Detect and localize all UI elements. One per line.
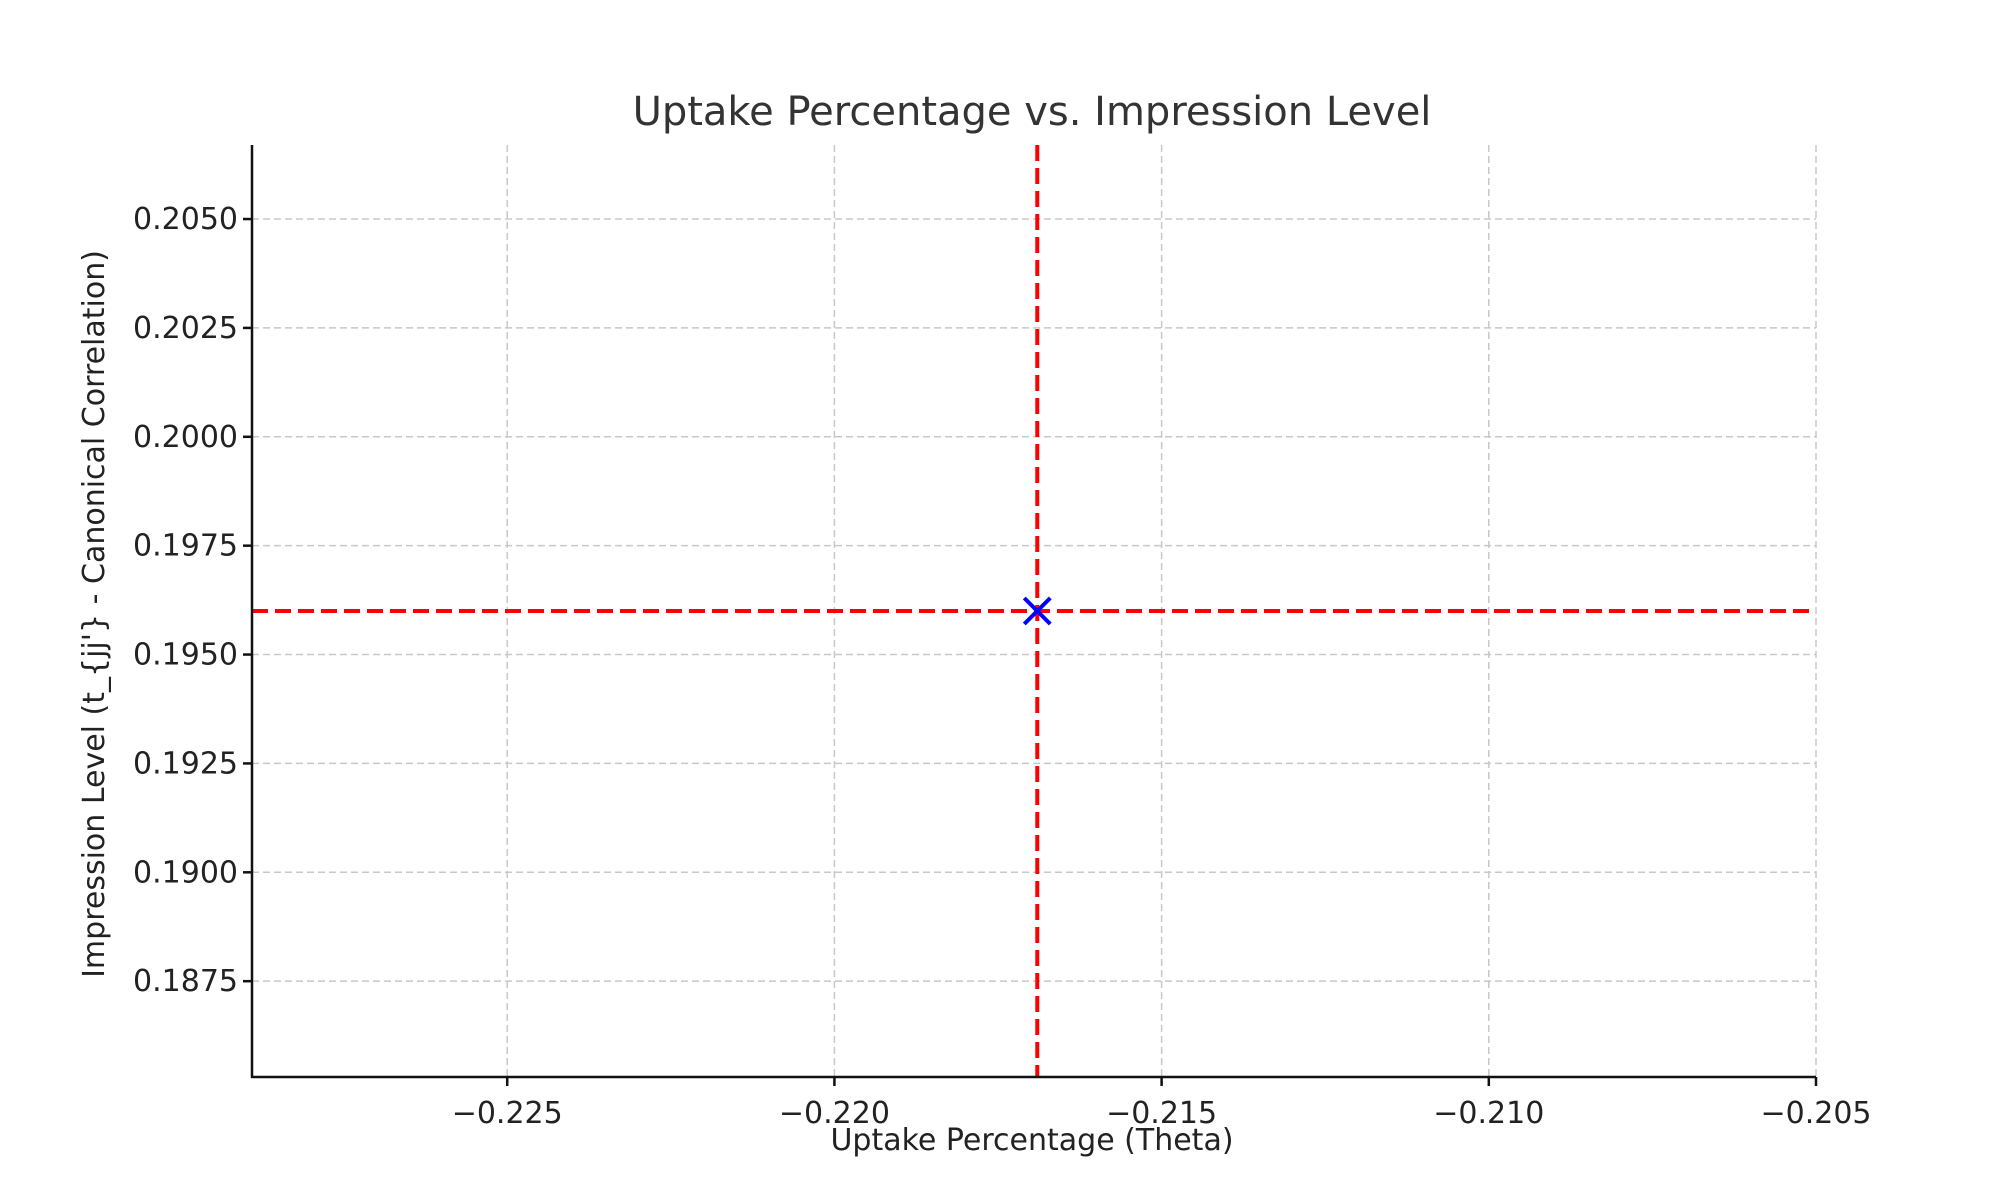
data-point xyxy=(1022,596,1052,626)
y-tick-label: 0.1950 xyxy=(133,638,238,673)
reference-lines xyxy=(252,145,1816,1077)
y-tick-label: 0.1925 xyxy=(133,746,238,781)
x-tick-label: −0.220 xyxy=(779,1096,890,1131)
data-point-stroke xyxy=(1022,596,1052,626)
x-tick-label: −0.215 xyxy=(1106,1096,1217,1131)
axes xyxy=(243,145,1818,1086)
x-tick-label: −0.225 xyxy=(452,1096,563,1131)
x-tick-label: −0.210 xyxy=(1433,1096,1544,1131)
y-tick-label: 0.2025 xyxy=(133,311,238,346)
x-axis-label: Uptake Percentage (Theta) xyxy=(830,1123,1233,1158)
y-tick-label: 0.1900 xyxy=(133,855,238,890)
y-tick-label: 0.2000 xyxy=(133,420,238,455)
y-tick-label: 0.2050 xyxy=(133,202,238,237)
chart-title: Uptake Percentage vs. Impression Level xyxy=(633,89,1432,135)
y-tick-label: 0.1975 xyxy=(133,529,238,564)
data-points xyxy=(1022,596,1052,626)
x-tick-label: −0.205 xyxy=(1760,1096,1871,1131)
grid-layer xyxy=(252,145,1817,1077)
tick-labels: −0.225 −0.220 −0.215 −0.210 −0.205 0.1875 0.19… xyxy=(133,202,1872,1131)
y-tick-label: 0.1875 xyxy=(133,964,238,999)
y-axis-label: Impression Level (t_{jj'} - Canonical Co… xyxy=(77,250,112,978)
